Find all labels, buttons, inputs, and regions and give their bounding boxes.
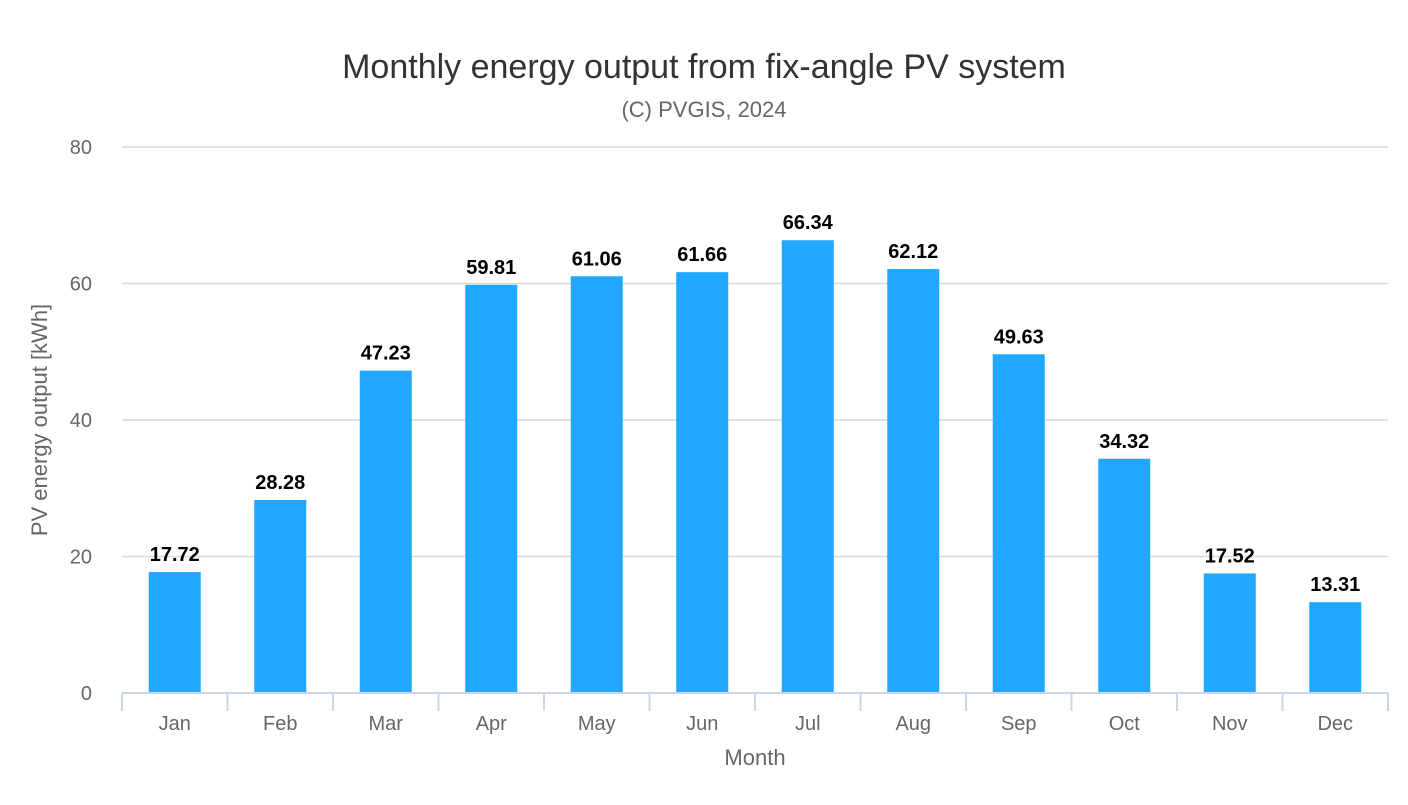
data-label: 59.81	[466, 257, 516, 279]
x-tick-label: Jun	[686, 713, 718, 735]
x-tick-label: Feb	[263, 713, 297, 735]
data-label: 13.31	[1310, 574, 1360, 596]
bar-nov	[1203, 573, 1256, 693]
chart-title: Monthly energy output from fix-angle PV …	[342, 48, 1066, 86]
y-tick-label: 60	[70, 274, 92, 296]
y-tick-label: 80	[70, 137, 92, 159]
data-label: 62.12	[888, 241, 938, 263]
x-tick-label: Jul	[795, 713, 821, 735]
x-axis: Jan Feb Mar Apr May Jun Jul Aug Sep Oct Nov Dec	[121, 692, 1389, 735]
x-axis-title: Month	[724, 745, 785, 770]
data-label: 66.34	[783, 212, 834, 234]
x-tick-label: Nov	[1212, 713, 1248, 735]
bar-apr	[465, 284, 518, 693]
x-tick-label: Dec	[1317, 713, 1353, 735]
data-label: 28.28	[255, 472, 305, 494]
bar-oct	[1098, 458, 1151, 693]
y-axis-title: PV energy output [kWh]	[27, 304, 52, 536]
y-tick-label: 0	[81, 683, 92, 705]
x-tick-label: Mar	[369, 713, 404, 735]
y-tick-label: 40	[70, 410, 92, 432]
bar-jan	[148, 572, 201, 693]
bar-may	[570, 276, 623, 693]
data-label: 49.63	[994, 326, 1044, 348]
bar-jul	[781, 240, 834, 694]
data-label: 34.32	[1099, 431, 1149, 453]
x-tick-label: Jan	[159, 713, 191, 735]
data-label: 47.23	[361, 343, 411, 365]
bar-dec	[1309, 602, 1362, 693]
y-axis-ticks: 0 20 40 60 80	[70, 137, 92, 705]
x-tick-label: Apr	[476, 713, 507, 735]
bar-aug	[887, 269, 940, 693]
data-label: 17.52	[1205, 545, 1255, 567]
bar-sep	[992, 354, 1045, 693]
bar-feb	[254, 499, 307, 693]
data-label: 61.06	[572, 248, 622, 270]
y-tick-label: 20	[70, 547, 92, 569]
x-tick-label: May	[578, 713, 616, 735]
chart-subtitle: (C) PVGIS, 2024	[621, 97, 786, 122]
data-label: 17.72	[150, 544, 200, 566]
x-tick-label: Sep	[1001, 713, 1037, 735]
bar-jun	[676, 272, 729, 693]
gridlines	[122, 146, 1388, 558]
x-tick-label: Oct	[1109, 713, 1141, 735]
bars: 17.72 28.28 47.23 59.81 61.06 61.66 66.34 62.12…	[148, 212, 1362, 694]
data-label: 61.66	[677, 244, 727, 266]
x-tick-label: Aug	[895, 713, 931, 735]
bar-mar	[359, 370, 412, 693]
